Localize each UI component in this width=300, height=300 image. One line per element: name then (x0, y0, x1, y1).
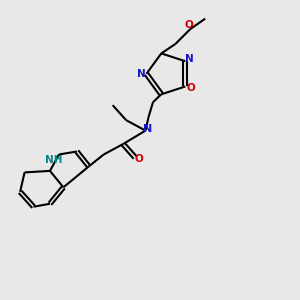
Text: O: O (186, 83, 195, 93)
Text: O: O (184, 20, 193, 31)
Text: N: N (143, 124, 152, 134)
Text: N: N (185, 54, 194, 64)
Text: O: O (134, 154, 143, 164)
Text: NH: NH (45, 155, 62, 166)
Text: N: N (137, 69, 146, 79)
